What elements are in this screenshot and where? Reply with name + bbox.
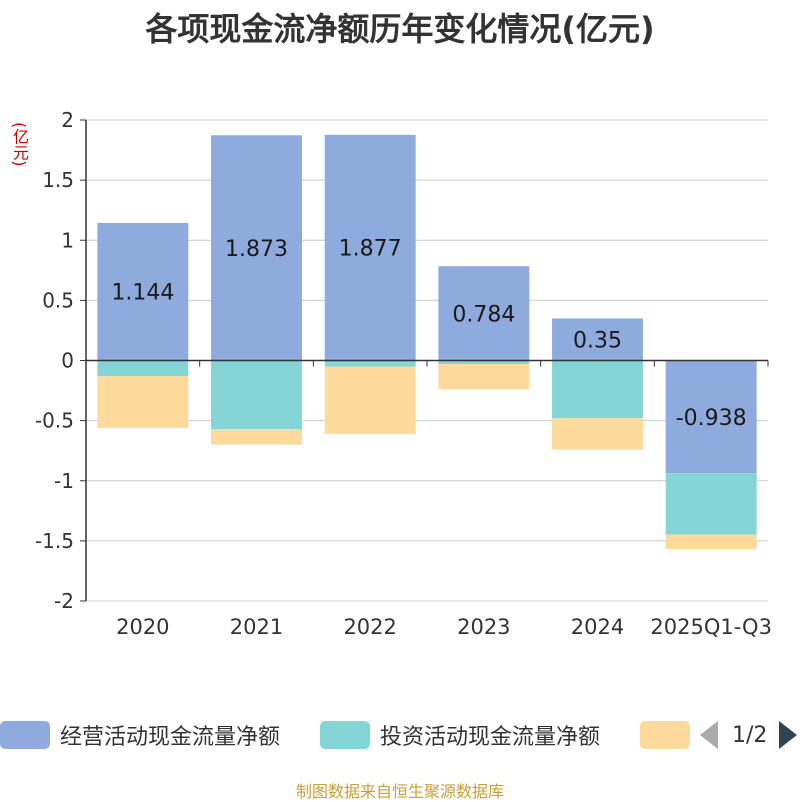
bar-series3-2021[interactable] — [211, 429, 302, 445]
bar-series3-2022[interactable] — [324, 366, 416, 434]
bar-series3-2023[interactable] — [438, 364, 530, 390]
bar-series1-2020[interactable] — [97, 222, 189, 361]
bar-series1-2023[interactable] — [438, 266, 530, 361]
bar-series2-2020[interactable] — [97, 360, 189, 377]
data-source-note: 制图数据来自恒生聚源数据库 — [295, 782, 504, 801]
bar-series2-2023[interactable] — [438, 360, 530, 365]
bar-data-label: -0.938 — [676, 406, 747, 431]
x-tick-label: 2022 — [343, 615, 396, 639]
bar-data-label: 1.873 — [225, 237, 288, 262]
bar-series2-2024[interactable] — [552, 360, 643, 419]
legend-swatch-operating — [0, 721, 50, 749]
legend-item-operating[interactable]: 经营活动现金流量净额 — [0, 717, 280, 753]
bar-data-label: 1.144 — [111, 281, 174, 306]
legend-prev-page-icon[interactable] — [700, 721, 718, 749]
bar-data-label: 0.784 — [452, 302, 515, 327]
legend-item-investing[interactable]: 投资活动现金流量净额 — [320, 717, 600, 753]
x-tick-label: 2020 — [116, 615, 169, 639]
bar-series1-2025Q1-Q3[interactable] — [665, 360, 757, 474]
chart-svg: 2 1.5 1 0.5 0 -0.5 -1 -1.5 -2 1.144 1.873 1.877 0.78… — [35, 108, 772, 639]
legend: 经营活动现金流量净额 投资活动现金流量净额 1/2 — [0, 717, 800, 753]
legend-next-page-icon[interactable] — [779, 721, 798, 749]
legend-item-financing[interactable] — [640, 717, 700, 753]
legend-label-operating: 经营活动现金流量净额 — [60, 725, 281, 750]
bar-series3-2020[interactable] — [97, 376, 189, 428]
y-tick-label: -0.5 — [35, 409, 74, 433]
bar-series2-2025Q1-Q3[interactable] — [665, 473, 757, 535]
y-tick-label: 0.5 — [42, 288, 74, 312]
y-tick-label: 2 — [61, 108, 74, 132]
bar-series1-2021[interactable] — [211, 135, 302, 361]
legend-label-investing: 投资活动现金流量净额 — [380, 725, 601, 750]
chart-title: 各项现金流净额历年变化情况(亿元) — [145, 10, 655, 48]
bar-data-label: 1.877 — [339, 237, 402, 262]
legend-swatch-financing — [640, 721, 690, 749]
x-tick-label: 2021 — [230, 615, 283, 639]
legend-page-indicator: 1/2 — [732, 722, 768, 748]
y-tick-label: 1.5 — [42, 168, 74, 192]
bar-series1-2022[interactable] — [324, 134, 416, 361]
y-tick-label: 1 — [61, 228, 74, 252]
x-tick-label: 2024 — [571, 615, 624, 639]
y-tick-label: -2 — [54, 589, 74, 613]
x-tick-label: 2023 — [457, 615, 510, 639]
legend-swatch-investing — [320, 721, 370, 749]
bar-data-label: 0.35 — [573, 328, 622, 353]
y-tick-label: -1 — [54, 469, 74, 493]
legend-pager: 1/2 — [700, 717, 798, 753]
bar-series1-2024[interactable] — [552, 318, 643, 361]
bar-series2-2022[interactable] — [324, 360, 416, 367]
y-tick-label: 0 — [61, 349, 74, 373]
bar-series3-2025Q1-Q3[interactable] — [665, 534, 757, 550]
bar-series2-2021[interactable] — [211, 360, 302, 430]
y-axis-unit-label: (亿元) — [10, 122, 29, 167]
y-tick-label: -1.5 — [35, 529, 74, 553]
bar-series3-2024[interactable] — [552, 418, 643, 450]
x-tick-label: 2025Q1-Q3 — [650, 615, 772, 639]
